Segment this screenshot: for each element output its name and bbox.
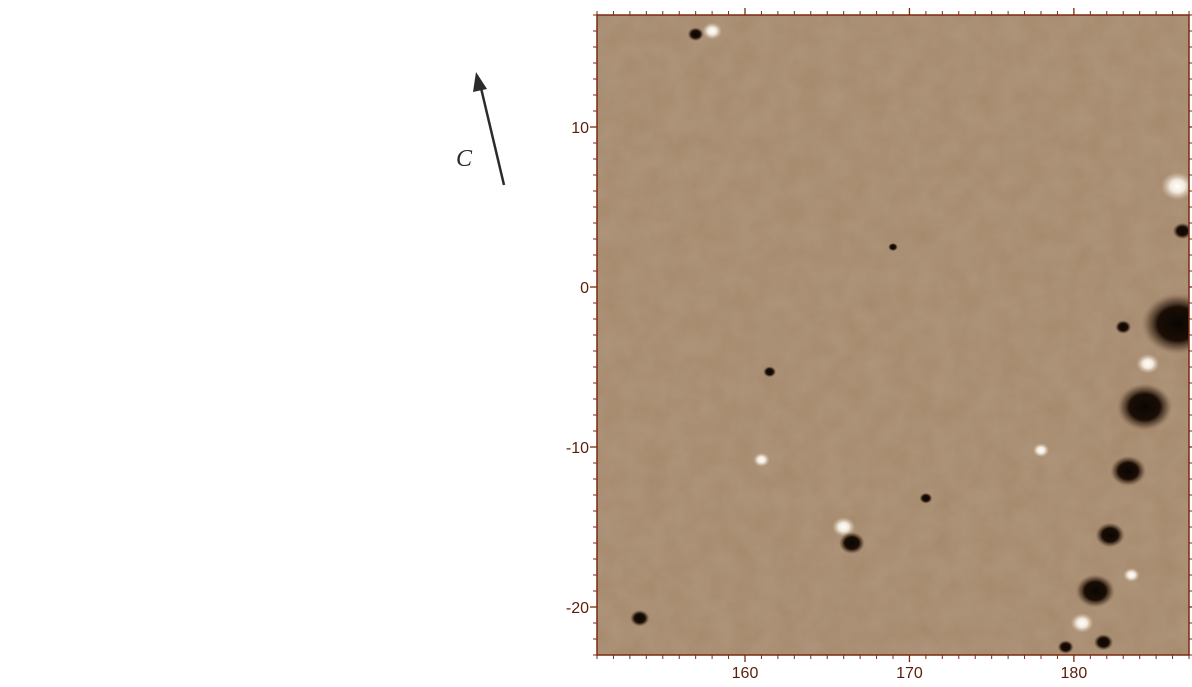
- dark-anomaly: [1093, 633, 1114, 651]
- light-anomaly: [1123, 568, 1140, 582]
- map-axes: 160 170 180 10 0 -10 -20: [566, 8, 1192, 682]
- dark-anomaly: [1057, 640, 1074, 654]
- north-arrow-shaft: [479, 87, 506, 186]
- dark-anomaly: [1115, 320, 1132, 334]
- map-texture: [597, 15, 1189, 655]
- dark-anomaly: [1110, 455, 1147, 487]
- x-axis-tick-label: 170: [896, 665, 923, 682]
- dark-anomaly: [763, 366, 777, 378]
- dark-anomaly: [1075, 574, 1116, 608]
- light-anomaly: [1161, 172, 1189, 201]
- y-axis-tick-label: -10: [566, 440, 589, 457]
- y-axis-tick-label: 0: [580, 280, 589, 297]
- dark-anomaly: [1095, 522, 1125, 548]
- north-arrow-label: C: [456, 146, 473, 172]
- light-anomaly: [832, 517, 856, 537]
- x-axis-tick-label: 180: [1061, 665, 1088, 682]
- dark-anomaly: [888, 242, 898, 252]
- map-plot: [596, 14, 1190, 656]
- north-arrow-head-icon: [473, 72, 487, 92]
- light-anomaly: [753, 452, 770, 467]
- north-arrow: C: [456, 72, 506, 186]
- dark-anomaly: [919, 492, 933, 504]
- dark-anomaly: [1172, 222, 1189, 240]
- y-axis-tick-label: 10: [571, 120, 589, 137]
- dark-anomaly: [629, 609, 650, 627]
- y-axis-tick-label: -20: [566, 600, 589, 617]
- dark-anomaly: [687, 27, 704, 42]
- light-anomaly: [702, 22, 722, 40]
- x-axis-tick-label: 160: [732, 665, 759, 682]
- dark-anomaly: [1141, 293, 1189, 355]
- dark-anomaly: [1116, 383, 1173, 431]
- light-anomaly: [1136, 354, 1160, 374]
- light-anomaly: [1070, 613, 1094, 633]
- light-anomaly: [1032, 443, 1050, 458]
- dark-anomaly: [838, 531, 866, 555]
- anomaly-layer: [629, 22, 1189, 654]
